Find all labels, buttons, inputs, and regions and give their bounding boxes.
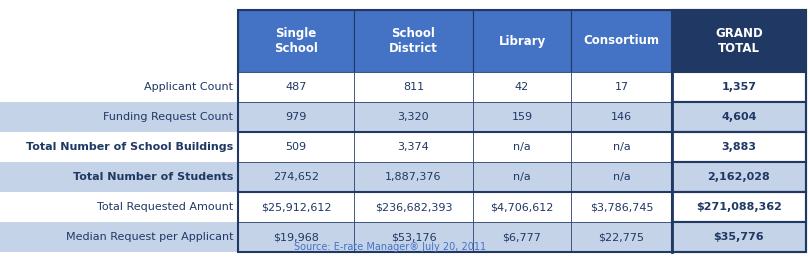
Text: 3,320: 3,320 xyxy=(398,112,429,122)
Text: 811: 811 xyxy=(403,82,424,92)
Text: $271,088,362: $271,088,362 xyxy=(696,202,782,212)
Text: School
District: School District xyxy=(389,27,438,55)
Text: Single
School: Single School xyxy=(274,27,318,55)
Bar xyxy=(473,102,571,132)
Text: Median Request per Applicant: Median Request per Applicant xyxy=(66,232,233,242)
Bar xyxy=(0,192,238,222)
Bar xyxy=(238,72,354,102)
Text: $19,968: $19,968 xyxy=(273,232,319,242)
Bar xyxy=(238,132,354,162)
Text: 17: 17 xyxy=(615,82,629,92)
Bar xyxy=(672,192,806,222)
Text: 3,374: 3,374 xyxy=(398,142,429,152)
Bar xyxy=(571,102,672,132)
Bar xyxy=(238,10,354,72)
Bar xyxy=(0,162,238,192)
Text: $35,776: $35,776 xyxy=(714,232,765,242)
Bar xyxy=(238,222,354,252)
Bar xyxy=(354,10,473,72)
Bar xyxy=(354,162,473,192)
Text: $53,176: $53,176 xyxy=(390,232,437,242)
Text: $236,682,393: $236,682,393 xyxy=(375,202,452,212)
Bar xyxy=(0,222,238,252)
Bar xyxy=(0,102,238,132)
Bar xyxy=(571,222,672,252)
Text: 509: 509 xyxy=(285,142,306,152)
Text: $25,912,612: $25,912,612 xyxy=(261,202,331,212)
Text: Funding Request Count: Funding Request Count xyxy=(103,112,233,122)
Bar xyxy=(473,72,571,102)
Bar xyxy=(473,132,571,162)
Bar xyxy=(672,222,806,252)
Bar xyxy=(354,222,473,252)
Text: n/a: n/a xyxy=(612,142,630,152)
Bar xyxy=(571,132,672,162)
Text: $6,777: $6,777 xyxy=(502,232,541,242)
Text: 1,887,376: 1,887,376 xyxy=(386,172,441,182)
Text: Source: E-rate Manager® July 20, 2011: Source: E-rate Manager® July 20, 2011 xyxy=(294,242,486,252)
Bar xyxy=(571,72,672,102)
Bar xyxy=(238,102,354,132)
Bar xyxy=(672,132,806,162)
Text: n/a: n/a xyxy=(513,142,531,152)
Text: 1,357: 1,357 xyxy=(722,82,757,92)
Bar xyxy=(354,192,473,222)
Text: 159: 159 xyxy=(511,112,532,122)
Bar xyxy=(238,192,354,222)
Bar xyxy=(238,162,354,192)
Text: n/a: n/a xyxy=(513,172,531,182)
Bar xyxy=(354,102,473,132)
Bar xyxy=(672,102,806,132)
Text: Applicant Count: Applicant Count xyxy=(144,82,233,92)
Bar xyxy=(473,192,571,222)
Text: 42: 42 xyxy=(515,82,529,92)
Bar xyxy=(354,72,473,102)
Text: Total Number of School Buildings: Total Number of School Buildings xyxy=(26,142,233,152)
Bar xyxy=(354,132,473,162)
Bar xyxy=(473,222,571,252)
Text: 979: 979 xyxy=(285,112,307,122)
Bar xyxy=(571,162,672,192)
Text: 2,162,028: 2,162,028 xyxy=(708,172,770,182)
Text: Consortium: Consortium xyxy=(583,35,659,47)
Text: 487: 487 xyxy=(285,82,307,92)
Text: Library: Library xyxy=(498,35,546,47)
Text: $22,775: $22,775 xyxy=(599,232,645,242)
Bar xyxy=(571,192,672,222)
Bar xyxy=(0,132,238,162)
Text: $3,786,745: $3,786,745 xyxy=(590,202,653,212)
Text: Total Requested Amount: Total Requested Amount xyxy=(96,202,233,212)
Text: $4,706,612: $4,706,612 xyxy=(490,202,554,212)
Text: Total Number of Students: Total Number of Students xyxy=(73,172,233,182)
Bar xyxy=(672,10,806,72)
Text: 274,652: 274,652 xyxy=(273,172,319,182)
Bar xyxy=(0,72,238,102)
Text: 4,604: 4,604 xyxy=(721,112,757,122)
Bar xyxy=(672,72,806,102)
Bar xyxy=(571,10,672,72)
Text: GRAND
TOTAL: GRAND TOTAL xyxy=(715,27,763,55)
Text: n/a: n/a xyxy=(612,172,630,182)
Bar xyxy=(473,162,571,192)
Bar xyxy=(238,10,806,252)
Bar xyxy=(672,162,806,192)
Bar xyxy=(473,10,571,72)
Text: 146: 146 xyxy=(611,112,632,122)
Text: 3,883: 3,883 xyxy=(722,142,757,152)
